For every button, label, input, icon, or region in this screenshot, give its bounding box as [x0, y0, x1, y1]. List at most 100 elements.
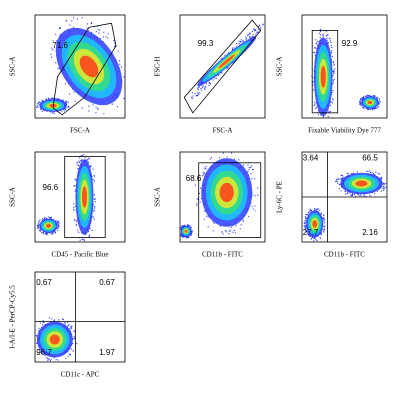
- event-dot: [324, 225, 326, 227]
- event-dot: [242, 39, 244, 41]
- event-dot: [373, 192, 376, 194]
- event-dot: [338, 188, 340, 190]
- event-dot: [328, 38, 331, 40]
- event-dot: [304, 221, 306, 224]
- event-dot: [52, 98, 54, 100]
- event-dot: [233, 158, 236, 160]
- event-dot: [359, 195, 361, 197]
- event-dot: [51, 318, 53, 320]
- density-contour: [49, 334, 60, 345]
- event-dot: [331, 52, 333, 54]
- event-dot: [198, 93, 200, 95]
- event-dot: [52, 232, 54, 234]
- event-dot: [55, 61, 57, 64]
- event-dot: [322, 36, 324, 38]
- event-dot: [306, 230, 308, 233]
- event-dot: [245, 36, 247, 38]
- gate-percent: 66.5: [362, 153, 378, 162]
- event-dot: [190, 230, 193, 232]
- event-dot: [191, 97, 193, 99]
- event-dot: [356, 171, 358, 173]
- event-dot: [313, 237, 315, 240]
- event-dot: [256, 187, 259, 189]
- event-dot: [384, 183, 386, 185]
- density-contour: [219, 182, 234, 203]
- event-dot: [314, 46, 316, 48]
- event-dot: [314, 104, 316, 106]
- event-dot: [245, 38, 247, 40]
- event-dot: [308, 211, 310, 213]
- event-dot: [252, 33, 254, 36]
- event-dot: [65, 20, 67, 22]
- event-dot: [366, 94, 368, 96]
- x-axis-label: CD11b - FITC: [324, 251, 365, 259]
- plot-panel: 68.6 CD11b - FITC SSC-A: [154, 151, 266, 259]
- event-dot: [320, 212, 322, 215]
- event-dot: [322, 34, 324, 36]
- event-dot: [305, 224, 307, 226]
- event-dot: [68, 93, 71, 95]
- gate-percent: 3.64: [303, 153, 319, 162]
- event-dot: [364, 95, 366, 97]
- density-contour: [312, 220, 318, 228]
- event-dot: [319, 209, 321, 211]
- event-dot: [217, 74, 219, 77]
- event-dot: [213, 77, 216, 79]
- event-dot: [249, 36, 251, 38]
- density-contour: [367, 100, 373, 105]
- event-dot: [79, 239, 81, 241]
- event-dot: [69, 328, 71, 330]
- event-dot: [77, 165, 80, 167]
- y-axis-label: FSC-H: [154, 57, 162, 77]
- event-dot: [247, 34, 249, 36]
- event-dot: [205, 165, 207, 167]
- event-dot: [203, 210, 205, 212]
- event-dot: [254, 205, 256, 207]
- event-dot: [305, 217, 307, 219]
- event-dot: [257, 194, 259, 196]
- event-dot: [69, 353, 71, 355]
- event-dot: [372, 172, 375, 175]
- event-dot: [186, 224, 189, 226]
- event-dot: [93, 218, 96, 220]
- event-dot: [230, 226, 232, 228]
- event-dot: [72, 26, 75, 28]
- event-dot: [368, 94, 370, 97]
- event-dot: [74, 219, 76, 222]
- event-dot: [324, 218, 326, 221]
- event-dot: [235, 42, 238, 45]
- event-dot: [334, 68, 336, 70]
- event-dot: [78, 161, 81, 163]
- event-dot: [73, 338, 75, 340]
- event-dot: [48, 358, 50, 360]
- event-dot: [359, 103, 361, 105]
- event-dot: [337, 177, 339, 179]
- event-dot: [313, 240, 315, 242]
- event-dot: [381, 177, 383, 180]
- event-dot: [86, 23, 89, 25]
- event-dot: [333, 64, 335, 66]
- event-dot: [120, 66, 123, 68]
- event-dot: [203, 167, 205, 169]
- event-dot: [38, 348, 40, 351]
- event-dot: [42, 217, 44, 220]
- event-dot: [105, 36, 107, 38]
- event-dot: [62, 319, 65, 321]
- event-dot: [316, 239, 318, 242]
- event-dot: [332, 80, 335, 82]
- event-dot: [344, 190, 346, 192]
- event-dot: [254, 210, 256, 212]
- event-dot: [62, 99, 64, 101]
- event-dot: [73, 337, 76, 339]
- event-dot: [196, 203, 198, 205]
- event-dot: [251, 178, 253, 180]
- event-dot: [35, 335, 38, 337]
- event-dot: [92, 216, 94, 218]
- event-dot: [53, 320, 55, 322]
- event-dot: [342, 176, 344, 178]
- event-dot: [71, 20, 73, 22]
- event-dot: [81, 107, 83, 109]
- event-dot: [208, 81, 210, 84]
- event-dot: [255, 30, 257, 32]
- event-dot: [333, 72, 335, 74]
